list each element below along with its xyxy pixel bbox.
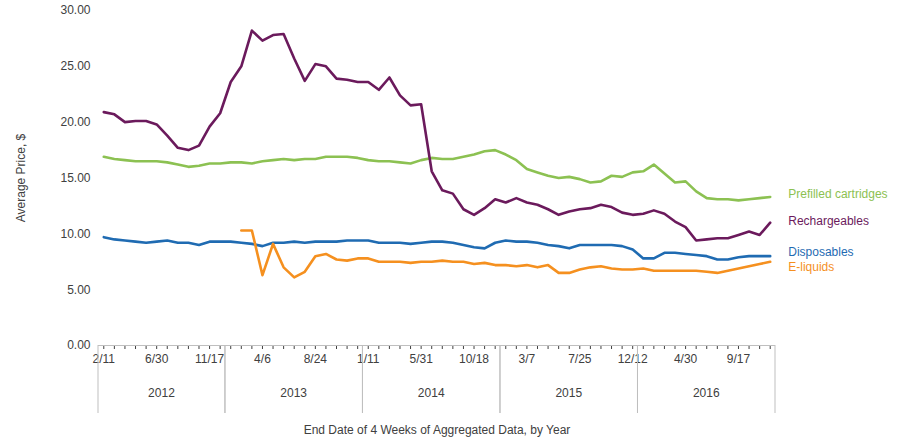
svg-text:Prefilled cartridges: Prefilled cartridges xyxy=(788,187,887,201)
svg-text:2015: 2015 xyxy=(555,386,582,400)
svg-text:Rechargeables: Rechargeables xyxy=(788,214,869,228)
svg-text:5.00: 5.00 xyxy=(67,283,91,297)
svg-text:20.00: 20.00 xyxy=(60,115,90,129)
svg-text:12/12: 12/12 xyxy=(618,352,648,366)
svg-text:8/24: 8/24 xyxy=(304,352,328,366)
svg-text:6/30: 6/30 xyxy=(145,352,169,366)
svg-text:25.00: 25.00 xyxy=(60,59,90,73)
svg-text:10/18: 10/18 xyxy=(459,352,489,366)
svg-text:End Date of 4 Weeks of Aggrega: End Date of 4 Weeks of Aggregated Data, … xyxy=(304,423,571,437)
svg-text:11/17: 11/17 xyxy=(195,352,224,366)
svg-text:7/25: 7/25 xyxy=(568,352,592,366)
svg-text:2014: 2014 xyxy=(418,386,445,400)
svg-text:4/6: 4/6 xyxy=(254,352,271,366)
svg-text:4/30: 4/30 xyxy=(674,352,698,366)
svg-text:E-liquids: E-liquids xyxy=(788,260,834,274)
svg-text:2013: 2013 xyxy=(280,386,307,400)
svg-text:1/11: 1/11 xyxy=(357,352,380,366)
svg-text:10.00: 10.00 xyxy=(60,227,90,241)
svg-text:9/17: 9/17 xyxy=(727,352,751,366)
svg-text:30.00: 30.00 xyxy=(60,3,90,17)
svg-text:0.00: 0.00 xyxy=(67,338,91,352)
svg-text:Average Price, $: Average Price, $ xyxy=(14,133,28,222)
svg-text:Disposables: Disposables xyxy=(788,245,853,259)
svg-text:2/11: 2/11 xyxy=(93,352,116,366)
svg-text:3/7: 3/7 xyxy=(519,352,536,366)
svg-text:5/31: 5/31 xyxy=(409,352,433,366)
svg-text:15.00: 15.00 xyxy=(60,171,90,185)
svg-text:2012: 2012 xyxy=(148,386,175,400)
svg-text:2016: 2016 xyxy=(693,386,720,400)
